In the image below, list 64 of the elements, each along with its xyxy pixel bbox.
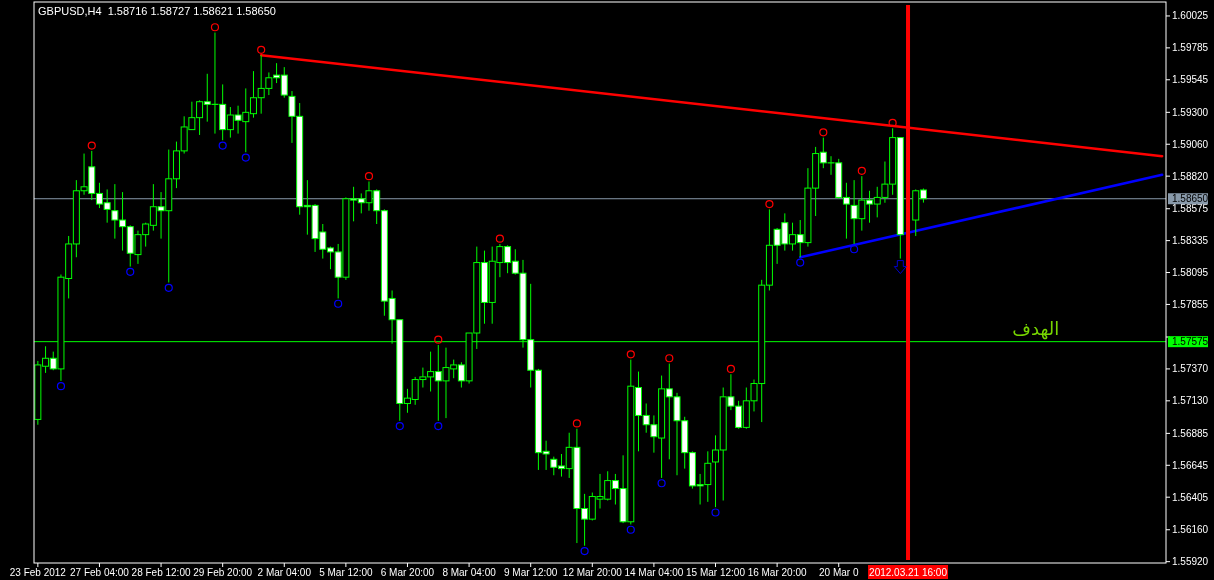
point [495, 234, 504, 243]
x-tick-label: 14 Mar 04:00 [624, 567, 684, 578]
y-tick-label: 1.56160 [1172, 524, 1209, 536]
x-tick-label: 12 Mar 20:00 [562, 567, 623, 578]
y-tick-label: 1.56885 [1172, 427, 1209, 439]
point [765, 199, 774, 209]
point [580, 546, 589, 556]
point [364, 172, 374, 181]
point [87, 141, 96, 150]
ref-line-label: 1.57575 [1172, 336, 1209, 348]
point [850, 245, 859, 254]
x-tick-label: 20 Mar 0 [818, 567, 859, 578]
point [257, 45, 266, 54]
point [572, 419, 581, 428]
point [819, 128, 828, 137]
y-tick-label: 1.56405 [1172, 491, 1209, 503]
y-tick-label: 1.59060 [1172, 138, 1209, 150]
y-tick-label: 1.57370 [1172, 363, 1209, 375]
point [726, 364, 736, 374]
point [796, 258, 805, 267]
x-tick-label: 29 Feb 20:00 [193, 567, 253, 578]
point [434, 421, 443, 431]
x-tick-label: 9 Mar 12:00 [504, 567, 558, 578]
x-tick-label: 5 Mar 12:00 [319, 567, 373, 578]
point [210, 23, 220, 32]
point [56, 382, 66, 391]
x-tick-label: 28 Feb 12:00 [131, 567, 191, 578]
point [626, 525, 635, 534]
x-tick-label: 15 Mar 12:00 [686, 567, 746, 578]
point [241, 153, 250, 162]
y-tick-label: 1.57855 [1172, 298, 1209, 310]
point [395, 421, 404, 431]
x-tick-label: 23 Feb 2012 [9, 567, 67, 578]
y-tick-label: 1.59300 [1172, 106, 1209, 118]
ref-line-label: 1.58650 [1172, 193, 1209, 205]
point [164, 283, 173, 292]
y-tick-label: 1.55920 [1172, 556, 1209, 568]
y-tick-label: 1.58575 [1172, 203, 1209, 215]
point [434, 335, 443, 344]
y-tick-label: 1.58335 [1172, 235, 1209, 247]
point [626, 350, 635, 359]
y-tick-label: 1.58095 [1172, 267, 1209, 279]
point [857, 166, 866, 175]
y-tick-label: 1.56645 [1172, 459, 1209, 471]
annotation: الهدف [1012, 317, 1060, 340]
y-tick-label: 1.59785 [1172, 42, 1209, 54]
point [334, 299, 343, 308]
x-tick-label: 2012.03.21 16:00 [869, 567, 948, 578]
x-tick-label: 8 Mar 04:00 [442, 567, 497, 578]
x-tick-label: 27 Feb 04:00 [69, 567, 130, 578]
x-tick-label: 16 Mar 20:00 [747, 567, 808, 578]
chart-title: GBPUSD,H4 1.58716 1.58727 1.58621 1.58650 [38, 5, 276, 17]
y-tick-label: 1.60025 [1172, 10, 1209, 22]
x-tick-label: 2 Mar 04:00 [257, 567, 312, 578]
point [711, 508, 720, 517]
point [218, 141, 227, 150]
x-tick-label: 6 Mar 20:00 [380, 567, 435, 578]
point [888, 118, 897, 128]
point [665, 354, 674, 363]
y-tick-label: 1.59545 [1172, 74, 1209, 86]
y-tick-label: 1.58820 [1172, 170, 1209, 182]
y-tick-label: 1.57130 [1172, 395, 1209, 407]
point [126, 267, 135, 276]
point [657, 479, 666, 488]
